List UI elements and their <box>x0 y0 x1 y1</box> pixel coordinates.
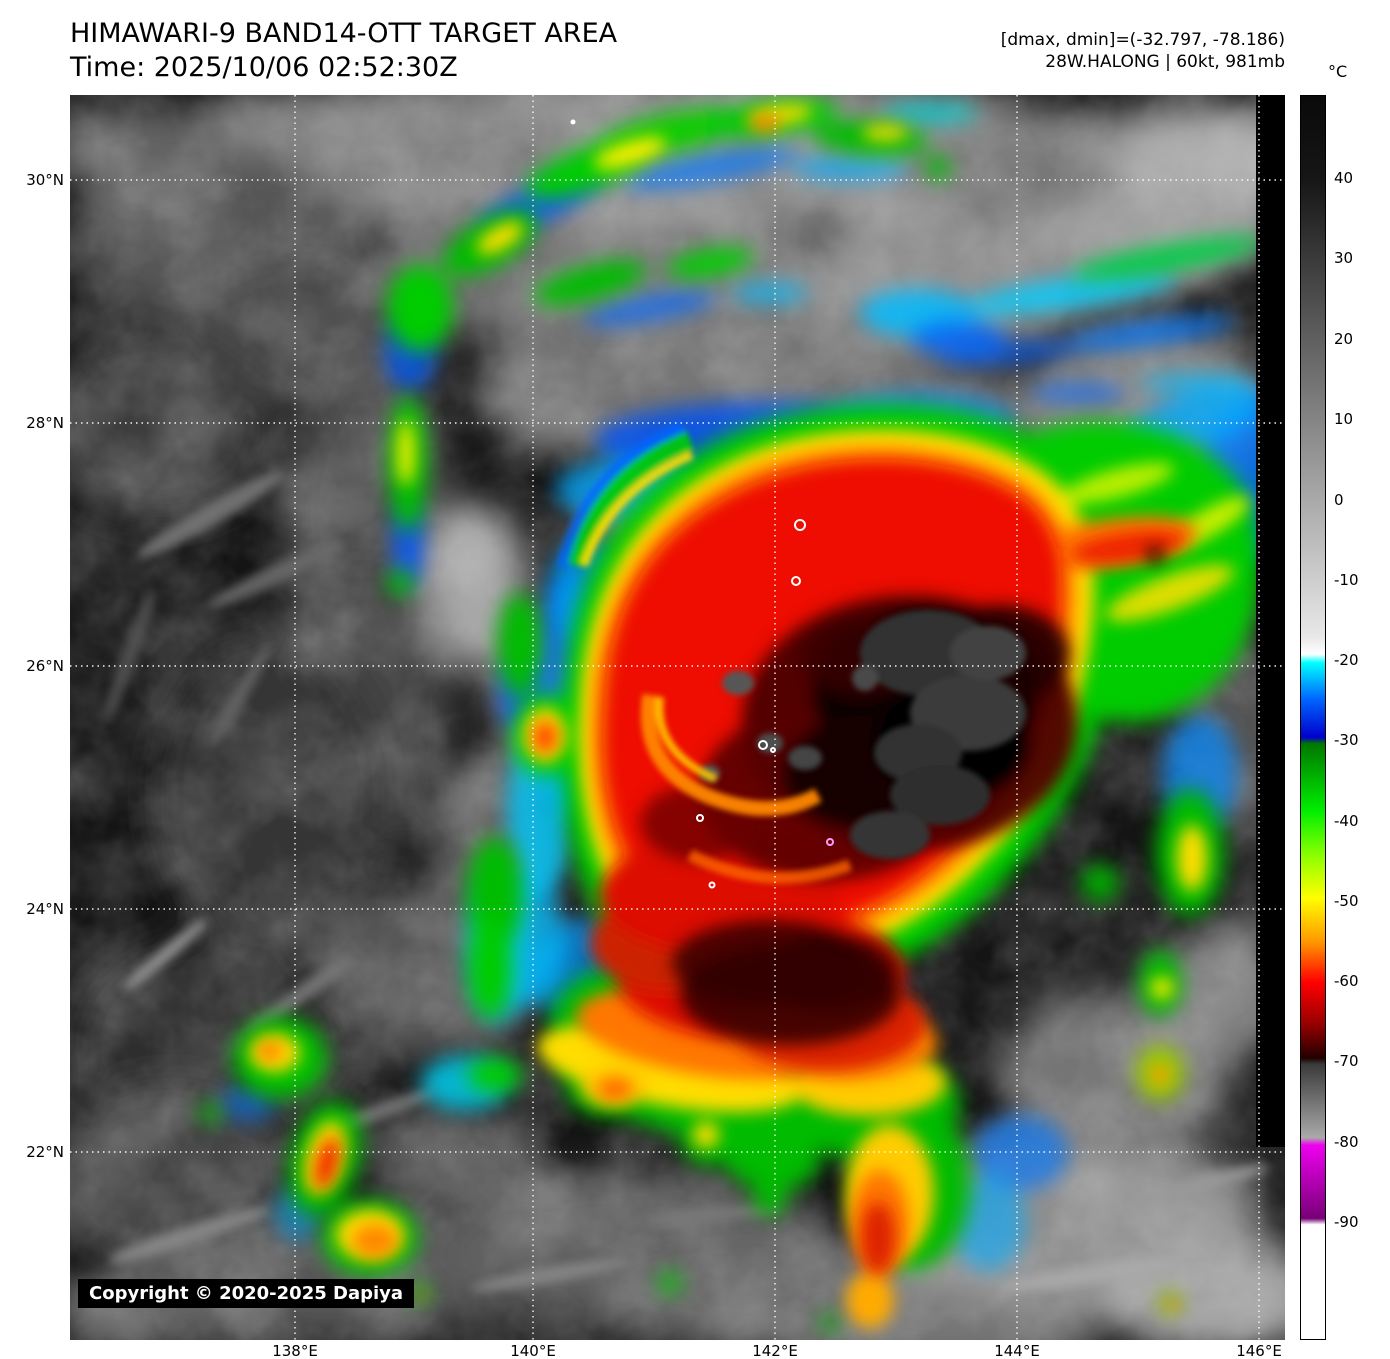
lon-label-146e: 146°E <box>1236 1342 1282 1359</box>
dmax-dmin-annotation: [dmax, dmin]=(-32.797, -78.186) <box>1000 30 1285 50</box>
lat-label-22n: 22°N <box>26 1143 64 1161</box>
lon-label-140e: 140°E <box>510 1342 556 1359</box>
copyright-label: Copyright © 2020-2025 Dapiya <box>78 1279 415 1308</box>
colorbar-tick-m10: -10 <box>1334 571 1359 589</box>
lon-label-142e: 142°E <box>752 1342 798 1359</box>
colorbar-tick-40: 40 <box>1334 169 1354 187</box>
lon-label-144e: 144°E <box>994 1342 1040 1359</box>
colorbar-tick-m40: -40 <box>1334 812 1359 830</box>
colorbar-tick-m60: -60 <box>1334 972 1359 990</box>
colorbar-tick-0: 0 <box>1334 491 1344 509</box>
colorbar-tick-20: 20 <box>1334 330 1354 348</box>
colorbar <box>1300 95 1326 1340</box>
lat-label-26n: 26°N <box>26 657 64 675</box>
lat-label-24n: 24°N <box>26 900 64 918</box>
product-title: HIMAWARI-9 BAND14-OTT TARGET AREA <box>70 18 618 49</box>
colorbar-tick-m50: -50 <box>1334 892 1359 910</box>
colorbar-tick-m90: -90 <box>1334 1213 1359 1231</box>
lat-lon-gridlines <box>70 95 1285 1340</box>
colorbar-unit-label: °C <box>1328 62 1348 81</box>
storm-info-annotation: 28W.HALONG | 60kt, 981mb <box>1045 52 1285 72</box>
satellite-map: Copyright © 2020-2025 Dapiya <box>70 95 1285 1340</box>
colorbar-tick-m80: -80 <box>1334 1133 1359 1151</box>
lon-label-138e: 138°E <box>272 1342 318 1359</box>
typhoon-halong <box>200 98 1285 1332</box>
colorbar-tick-m30: -30 <box>1334 731 1359 749</box>
product-time: Time: 2025/10/06 02:52:30Z <box>70 52 458 83</box>
colorbar-tick-m20: -20 <box>1334 651 1359 669</box>
satellite-image <box>70 95 1285 1340</box>
colorbar-tick-m70: -70 <box>1334 1052 1359 1070</box>
colorbar-tick-10: 10 <box>1334 410 1354 428</box>
lat-label-30n: 30°N <box>26 171 64 189</box>
scan-edge-strip <box>1256 95 1285 1147</box>
lat-label-28n: 28°N <box>26 414 64 432</box>
colorbar-tick-30: 30 <box>1334 249 1354 267</box>
